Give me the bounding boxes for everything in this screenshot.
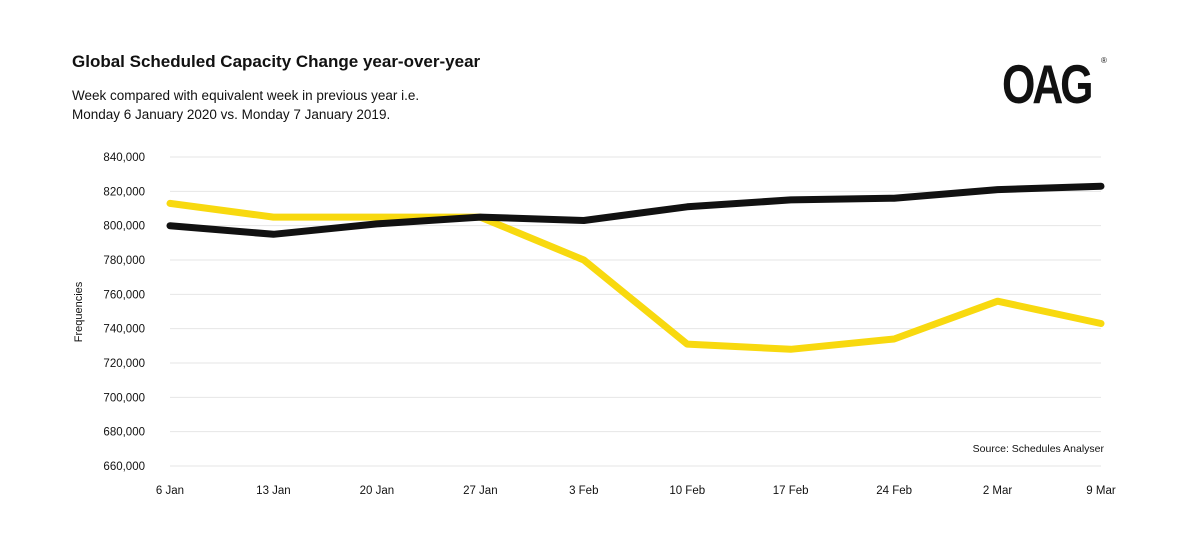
series-line-black — [166, 182, 1105, 238]
x-axis-ticks: 6 Jan 13 Jan 20 Jan 27 Jan 3 Feb 10 Feb 17 Feb… — [156, 485, 1116, 497]
y-tick-label: 680,000 — [103, 427, 145, 439]
series-lines — [166, 182, 1105, 353]
chart-title: Global Scheduled Capacity Change year-ov… — [72, 52, 481, 71]
subtitle-line-1: Week compared with equivalent week in pr… — [72, 88, 420, 103]
x-tick-label: 13 Jan — [256, 485, 291, 497]
x-tick-label: 24 Feb — [876, 485, 912, 497]
oag-logo: OAG — [1002, 53, 1093, 115]
x-tick-label: 9 Mar — [1086, 485, 1116, 497]
logo-registered-mark: ® — [1101, 56, 1107, 65]
series-line-yellow — [166, 199, 1105, 353]
grid-lines — [170, 156, 1101, 467]
y-tick-label: 760,000 — [103, 289, 145, 301]
x-tick-label: 20 Jan — [360, 485, 395, 497]
x-tick-label: 10 Feb — [669, 485, 705, 497]
chart-subtitle: Week compared with equivalent week in pr… — [72, 86, 419, 124]
y-axis-ticks: 660,000 680,000 700,000 720,000 740,000 760,0… — [103, 152, 145, 473]
y-tick-label: 780,000 — [103, 255, 145, 267]
y-tick-label: 820,000 — [103, 186, 145, 198]
x-tick-label: 27 Jan — [463, 485, 498, 497]
y-tick-label: 700,000 — [103, 392, 145, 404]
source-note: Source: Schedules Analyser — [973, 443, 1105, 455]
y-tick-label: 720,000 — [103, 358, 145, 370]
y-axis-label: Frequencies — [73, 281, 85, 342]
x-tick-label: 2 Mar — [983, 485, 1013, 497]
x-tick-label: 17 Feb — [773, 485, 809, 497]
y-tick-label: 660,000 — [103, 461, 145, 473]
subtitle-line-2: Monday 6 January 2020 vs. Monday 7 Janua… — [72, 107, 391, 122]
y-tick-label: 740,000 — [103, 324, 145, 336]
x-tick-label: 3 Feb — [569, 485, 598, 497]
x-tick-label: 6 Jan — [156, 485, 184, 497]
y-tick-label: 800,000 — [103, 221, 145, 233]
y-tick-label: 840,000 — [103, 152, 145, 164]
